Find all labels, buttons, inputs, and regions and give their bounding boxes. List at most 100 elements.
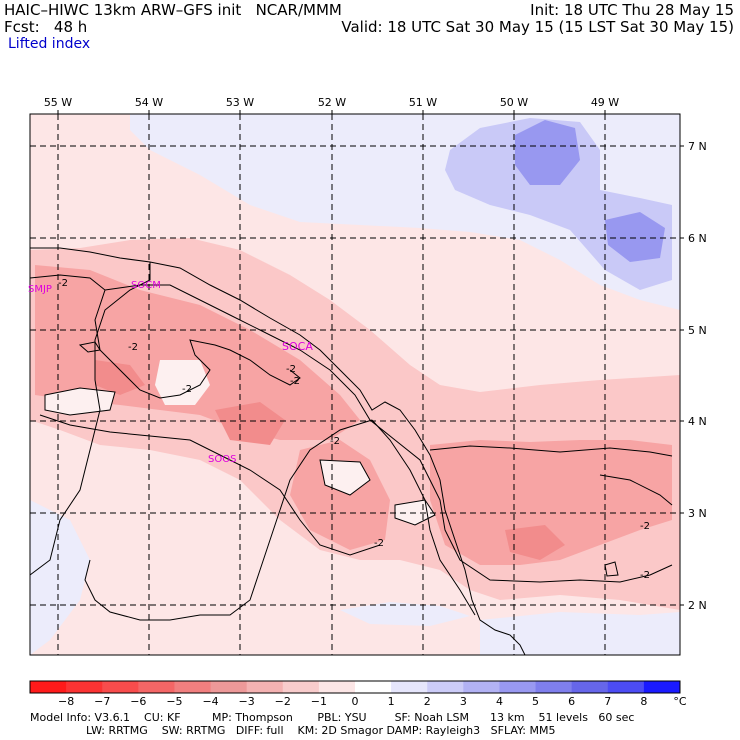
colorbar-tick-label: 6 [568,695,575,708]
unstable-core-east [430,440,672,565]
colorbar-swatch [355,681,392,693]
lat-label: 5 N [688,324,707,337]
colorbar-swatch [427,681,464,693]
lat-label: 3 N [688,507,707,520]
lat-label: 2 N [688,599,707,612]
colorbar-unit: °C [673,695,687,708]
colorbar-tick-label: −1 [311,695,327,708]
colorbar [29,680,681,694]
lon-label: 50 W [500,96,528,109]
lat-label: 6 N [688,232,707,245]
unstable-max-2 [215,402,285,445]
station-label: SOOS [208,454,236,465]
lon-label: 52 W [318,96,346,109]
unstable-core-west [35,265,360,440]
contour-label: -2 [640,570,650,581]
lon-label: 55 W [44,96,72,109]
model-info-line-1: Model Info: V3.6.1 CU: KF MP: Thompson P… [30,711,635,724]
colorbar-swatch [102,681,139,693]
colorbar-tick-label: −3 [239,695,255,708]
colorbar-tick-label: 0 [352,695,359,708]
colorbar-swatch [30,681,67,693]
border-east [371,419,476,616]
colorbar-swatch [282,681,320,693]
colorbar-tick-label: −8 [58,695,74,708]
colorbar-swatch [535,681,573,693]
axis-ticks [57,110,684,606]
contour-line-east-2 [599,474,673,506]
unstable-max-3 [505,525,565,560]
stable-max-1 [515,120,580,185]
stable-max-2 [605,212,665,262]
lon-label: 49 W [591,96,619,109]
colorbar-swatch [607,681,645,693]
contour-loop-2 [319,459,371,496]
coastline [30,247,526,655]
contour-label: -2 [286,364,296,375]
contour-label: -2 [58,278,68,289]
contour-line-south [39,414,381,556]
station-label: SOCM [131,280,161,291]
contour-label: -2 [330,436,340,447]
colorbar-tick-label: 7 [604,695,611,708]
lat-label: 4 N [688,415,707,428]
colorbar-tick-label: −4 [202,695,218,708]
colorbar-tick-label: 8 [640,695,647,708]
colorbar-tick-label: −6 [130,695,146,708]
light-pocket-2 [155,360,210,405]
contour-line-main [104,284,673,583]
contour-line-north [30,274,301,399]
colorbar-swatch [571,681,609,693]
model-info-line-2: LW: RRTMG SW: RRTMG DIFF: full KM: 2D Sm… [30,724,556,737]
station-label: SMJP [28,284,52,295]
lat-lon-grid [30,114,680,655]
longitude-labels: 55 W 54 W 53 W 52 W 51 W 50 W 49 W [44,96,619,109]
contour-loop-1 [44,387,116,416]
colorbar-swatch [66,681,103,693]
colorbar-swatch [318,681,356,693]
stable-region-sw [30,500,90,655]
colorbar-tick-label: 3 [460,695,467,708]
contour-labels: -2 -2 -2 -2 -2 -2 -2 -2 -2 [58,278,650,581]
colorbar-tick-label: −7 [94,695,110,708]
model-title: HAIC–HIWC 13km ARW–GFS init NCAR/MMM [4,1,342,19]
colorbar-tick-label: −5 [166,695,182,708]
contour-lines [30,274,673,583]
colorbar-frame [29,680,681,694]
unstable-max-1 [95,360,145,395]
colorbar-swatch [138,681,175,693]
contour-label: -2 [374,538,384,549]
colorbar-tick-label: 4 [496,695,503,708]
colorbar-swatch [210,681,248,693]
contour-line-east [429,445,673,457]
colorbar-swatch [391,681,428,693]
contour-label: -2 [128,342,138,353]
colorbar-swatch [499,681,537,693]
station-label: SOCA [282,340,313,353]
latitude-labels: 7 N 6 N 5 N 4 N 3 N 2 N [688,140,707,612]
lon-label: 51 W [409,96,437,109]
valid-time: Valid: 18 UTC Sat 30 May 15 (15 LST Sat … [341,18,734,36]
station-labels: SMJP SOCM SOCA SOOS [28,280,313,465]
lat-label: 7 N [688,140,707,153]
colorbar-tick-label: 2 [424,695,431,708]
contour-label: -2 [182,384,192,395]
colorbar-tick-label: 5 [532,695,539,708]
colorbar-swatch [463,681,500,693]
colorbar-swatch [174,681,212,693]
colorbar-tick-label: 1 [388,695,395,708]
colorbar-swatch [246,681,284,693]
contour-loop-3 [394,499,436,526]
contour-label: -2 [290,376,300,387]
colorbar-tick-label: −2 [275,695,291,708]
contour-loop-5 [604,561,619,577]
lon-label: 53 W [226,96,254,109]
field-name: Lifted index [8,36,91,52]
plot-frame [29,113,681,656]
lifted-index-field [30,114,680,655]
forecast-hour: Fcst: 48 h [4,18,88,36]
contour-label: -2 [640,521,650,532]
stable-region-se [480,612,680,655]
contour-loop-4 [78,341,101,353]
